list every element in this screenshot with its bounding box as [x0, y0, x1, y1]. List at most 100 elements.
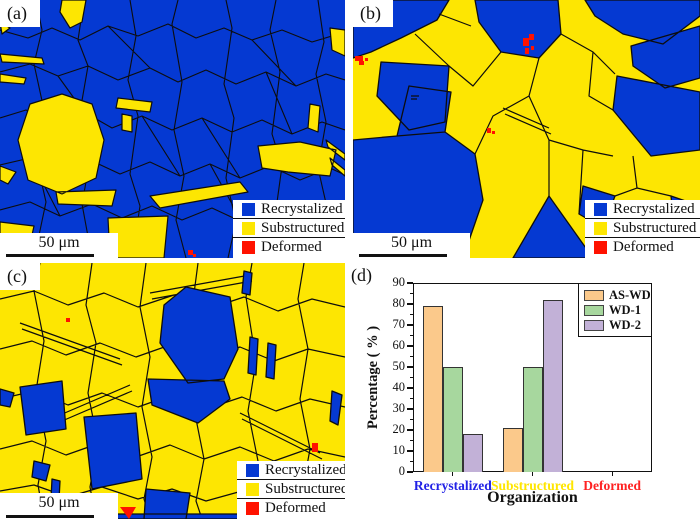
- legend-label: Recrystalized: [613, 200, 695, 217]
- bar-AS-WD: [422, 306, 443, 472]
- y-minor-tick: [410, 460, 413, 463]
- legend-label: Recrystalized: [265, 461, 345, 478]
- y-minor-tick: [410, 376, 413, 379]
- x-tick: [531, 472, 534, 476]
- recrystallized-swatch: [246, 463, 259, 477]
- panel-b-scale-bar: 50 μm: [353, 233, 470, 258]
- y-tick: [407, 282, 413, 284]
- x-axis-title: Organization: [487, 489, 578, 506]
- legend-swatch: [584, 304, 604, 316]
- x-category-label: Substructured: [490, 478, 575, 493]
- y-tick: [407, 450, 413, 452]
- y-tick: [407, 345, 413, 347]
- y-minor-tick: [410, 439, 413, 442]
- substructured-swatch: [246, 482, 259, 496]
- panel-d-bar-chart: (d) Percentage ( % ) Organization AS-WD W…: [345, 263, 700, 519]
- legend-item-deformed: Deformed: [233, 238, 345, 257]
- y-tick-label: 40: [392, 380, 406, 394]
- bar-WD-2: [462, 434, 483, 472]
- x-tick: [452, 472, 454, 476]
- y-tick: [407, 303, 413, 305]
- legend-swatch: [584, 319, 604, 331]
- legend-item-deformed: Deformed: [237, 499, 345, 518]
- legend-label: WD-1: [609, 302, 641, 317]
- y-minor-tick: [410, 292, 413, 295]
- panel-a-legend: Recrystalized Substructured Deformed: [233, 200, 345, 258]
- legend-item-substructured: Substructured: [237, 480, 345, 499]
- y-minor-tick: [410, 313, 413, 316]
- y-minor-tick: [410, 397, 413, 400]
- legend-label: Deformed: [265, 500, 326, 516]
- legend-label: WD-2: [609, 317, 641, 332]
- grain-boundaries: [411, 13, 672, 258]
- bar-WD-1: [442, 367, 463, 472]
- y-minor-tick: [410, 355, 413, 358]
- deformed-swatch: [594, 241, 607, 254]
- panel-c-label: (c): [0, 263, 40, 290]
- substructured-swatch: [594, 221, 607, 235]
- y-tick-label: 50: [392, 359, 406, 373]
- panel-a-scale-bar: 50 μm: [0, 233, 118, 258]
- recrystallized-grains: [0, 270, 343, 519]
- scale-bar-label: 50 μm: [38, 234, 80, 251]
- y-tick-label: 20: [392, 422, 406, 436]
- y-tick-label: 90: [392, 275, 406, 289]
- y-tick: [407, 366, 413, 368]
- legend-label: Deformed: [613, 239, 674, 255]
- legend-item-deformed: Deformed: [585, 238, 700, 257]
- chart-legend-item: AS-WD: [584, 287, 651, 302]
- y-tick-label: 10: [392, 443, 406, 457]
- legend-item-substructured: Substructured: [585, 219, 700, 238]
- panel-d-label: (d): [351, 265, 372, 285]
- legend-label: AS-WD: [609, 287, 651, 302]
- substructured-swatch: [242, 221, 255, 235]
- chart-legend: AS-WD WD-1 WD-2: [578, 283, 652, 337]
- y-minor-tick: [410, 334, 413, 337]
- deformed-swatch: [242, 241, 255, 254]
- panel-b-label: (b): [353, 0, 393, 27]
- x-category-label: Recrystalized: [413, 478, 492, 493]
- deformed-spots: [188, 250, 196, 257]
- scale-bar-line: [359, 254, 447, 257]
- y-tick-label: 30: [392, 401, 406, 415]
- y-tick-label: 60: [392, 338, 406, 352]
- substructured-grains: [0, 0, 345, 258]
- legend-label: Substructured: [261, 219, 345, 236]
- bar-AS-WD: [502, 427, 523, 472]
- legend-swatch: [584, 289, 604, 301]
- legend-label: Substructured: [265, 480, 345, 497]
- grain-map-a: [0, 0, 345, 258]
- y-tick-label: 80: [392, 296, 406, 310]
- chart-legend-item: WD-1: [584, 302, 651, 317]
- panel-c-scale-bar: 50 μm: [0, 493, 118, 519]
- recrystallized-swatch: [594, 202, 607, 216]
- legend-item-recrystallized: Recrystalized: [237, 461, 345, 480]
- panel-c-legend: Recrystalized Substructured Deformed: [237, 461, 345, 519]
- x-tick: [611, 472, 613, 476]
- y-tick-label: 70: [392, 317, 406, 331]
- y-tick: [407, 429, 413, 431]
- legend-label: Substructured: [613, 219, 697, 236]
- panel-a-label: (a): [0, 0, 40, 27]
- chart: Percentage ( % ) Organization AS-WD WD-1 W…: [345, 263, 700, 519]
- scale-bar-line: [6, 254, 94, 257]
- y-minor-tick: [410, 418, 413, 421]
- legend-label: Recrystalized: [261, 200, 343, 217]
- panel-a-ebsd-map: (a) Recrystalized Substructured Deformed…: [0, 0, 345, 258]
- y-tick-label: 0: [398, 464, 405, 478]
- y-tick: [407, 408, 413, 410]
- x-category-label: Deformed: [583, 478, 642, 493]
- chart-legend-item: WD-2: [584, 317, 651, 332]
- panel-b-ebsd-map: (b) Recrystalized Substructured Deformed…: [353, 0, 700, 258]
- bar-WD-2: [542, 299, 563, 472]
- panel-b-legend: Recrystalized Substructured Deformed: [585, 200, 700, 258]
- deformed-swatch: [246, 502, 259, 515]
- legend-item-recrystallized: Recrystalized: [233, 200, 345, 219]
- scale-bar-label: 50 μm: [390, 234, 433, 251]
- y-tick: [407, 471, 413, 473]
- scale-bar-label: 50 μm: [38, 494, 80, 511]
- bar-WD-1: [522, 367, 543, 472]
- y-tick: [407, 387, 413, 389]
- legend-item-recrystallized: Recrystalized: [585, 200, 700, 219]
